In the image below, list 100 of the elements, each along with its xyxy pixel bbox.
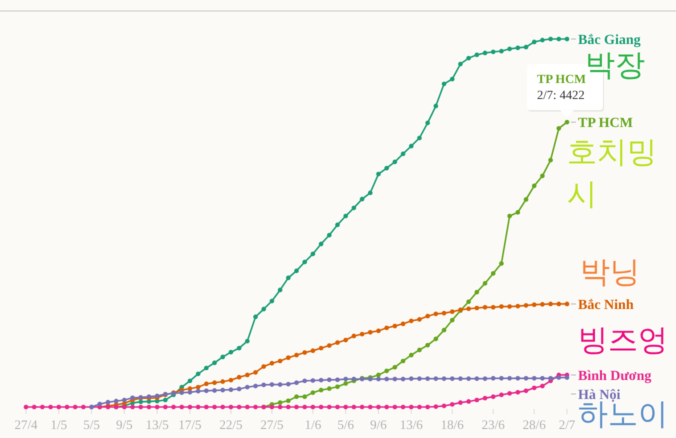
point (270, 382, 274, 387)
point (360, 196, 364, 202)
point (540, 38, 545, 42)
point (400, 376, 406, 382)
point (499, 376, 504, 381)
label: Bình Dương (570, 368, 652, 384)
point (524, 303, 528, 308)
point (564, 120, 570, 124)
point (507, 214, 512, 218)
point (245, 384, 250, 390)
x-tick-label: 22/5 (219, 417, 242, 432)
x-tick-label: 5/6 (337, 417, 354, 432)
point (400, 358, 406, 364)
point (286, 382, 291, 386)
x-tick-label: 1/5 (50, 417, 68, 432)
label: TP HCM (570, 116, 633, 132)
point (532, 302, 537, 307)
point (196, 388, 200, 394)
point (466, 306, 471, 312)
point (294, 352, 299, 358)
point (270, 298, 274, 304)
point (302, 378, 307, 384)
point (245, 372, 250, 378)
point (335, 222, 340, 228)
point (196, 384, 200, 390)
point (310, 348, 316, 353)
point (564, 375, 570, 380)
point (474, 52, 480, 58)
point (302, 350, 307, 355)
x-tick-label: 13/5 (146, 417, 169, 432)
point (278, 358, 282, 364)
point (220, 379, 226, 384)
point (425, 120, 430, 126)
point (564, 302, 570, 306)
point (196, 372, 200, 376)
point (400, 152, 406, 156)
point (302, 394, 307, 399)
point (482, 50, 488, 56)
point (212, 380, 217, 386)
point (220, 354, 226, 360)
point (352, 334, 356, 338)
text: 호치밍 시 (567, 135, 657, 212)
point (556, 302, 562, 306)
point (516, 210, 520, 215)
point (466, 376, 471, 381)
point (286, 276, 291, 280)
x-tick-label: 17/5 (178, 417, 202, 432)
point (318, 388, 324, 392)
point (310, 378, 316, 383)
point (564, 36, 570, 42)
point (384, 368, 389, 374)
point (556, 126, 562, 131)
text: 빙즈엉 (578, 323, 668, 358)
x-tick-label: 5/5 (83, 417, 100, 432)
point (458, 62, 463, 66)
point (326, 343, 332, 348)
point (376, 372, 381, 378)
point (532, 40, 537, 44)
point (188, 378, 192, 384)
point (326, 232, 332, 238)
point (442, 82, 446, 86)
point (253, 370, 258, 375)
point (310, 390, 316, 395)
point (335, 384, 340, 390)
point (253, 384, 258, 388)
point (278, 382, 282, 387)
x-tick-label: 1/6 (304, 417, 322, 432)
point (507, 46, 512, 52)
point (343, 381, 348, 386)
point (450, 318, 455, 322)
point (400, 322, 406, 326)
point (384, 376, 389, 382)
point (97, 402, 102, 406)
point (188, 390, 192, 395)
point (384, 326, 389, 330)
point (392, 324, 398, 328)
point (294, 394, 299, 399)
point (466, 56, 471, 60)
label: Bắc Ninh (570, 298, 634, 313)
point (434, 104, 438, 108)
point (540, 376, 545, 381)
point (286, 398, 291, 404)
point (343, 214, 348, 218)
point (294, 268, 299, 274)
point (434, 336, 438, 342)
x-tick-label: 9/6 (370, 417, 388, 432)
point (376, 376, 381, 382)
point (425, 342, 430, 348)
point (384, 166, 389, 170)
point (335, 377, 340, 382)
point (490, 304, 496, 310)
point (490, 271, 496, 276)
point (228, 378, 234, 382)
point (524, 44, 528, 50)
point (556, 36, 562, 42)
point (318, 346, 324, 350)
point (548, 302, 553, 306)
point (392, 160, 398, 164)
point (392, 364, 398, 370)
x-tick-label: 13/6 (400, 417, 424, 432)
